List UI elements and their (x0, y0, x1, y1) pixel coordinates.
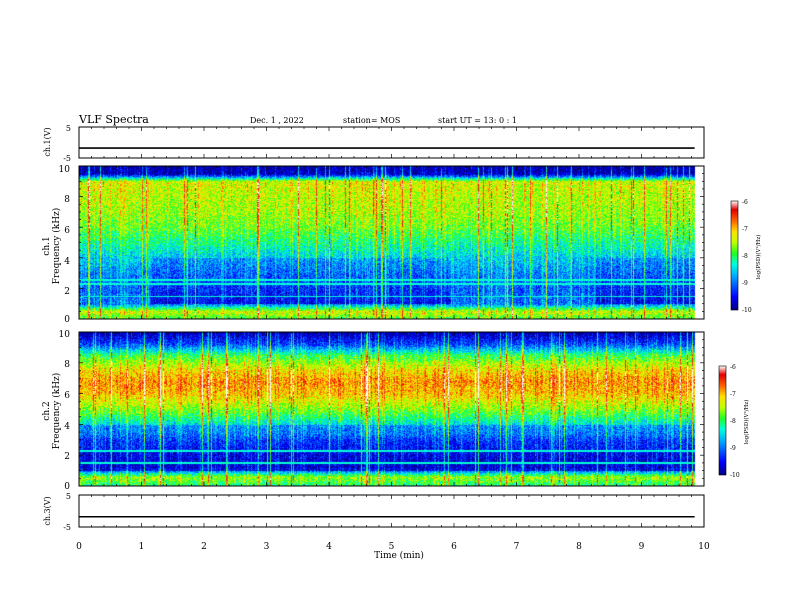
time-tick-label: 7 (514, 542, 520, 552)
ch2-spectrogram-panel: 0 2 4 6 8 10 ch.2 Frequency (kHz) -6 -7 … (42, 330, 750, 492)
ch1-freq-tick-0: 0 (64, 315, 70, 325)
ch1-waveform-panel: 5 -5 ch.1(V) (43, 124, 705, 163)
ch1-freq-tick-8: 8 (64, 195, 70, 205)
ch2-freq-tick-0: 0 (64, 482, 70, 492)
time-tick-label: 10 (698, 542, 710, 552)
time-axis-tick-labels: 0 1 2 3 4 5 6 7 8 9 10 (76, 542, 710, 552)
ch2-colorbar-tick-9: -9 (730, 445, 736, 452)
ch1-spectrogram-ylabel: ch.1 Frequency (kHz) (42, 208, 62, 285)
time-tick-label: 0 (76, 542, 82, 552)
ch2-freq-tick-8: 8 (64, 360, 70, 370)
ch1-ylabel-line1: ch.1 (42, 236, 52, 255)
ch1-colorbar-label: log(PSD)(V²/Hz) (755, 235, 762, 280)
ch1-colorbar-tick-10: -10 (742, 307, 752, 314)
ch2-freq-tick-10: 10 (59, 330, 71, 340)
ch1-colorbar-tick-6: -6 (742, 199, 748, 206)
start-time-label: start UT = 13: 0 : 1 (438, 116, 517, 125)
ch2-colorbar-tick-6: -6 (730, 364, 736, 371)
ch1-colorbar-tick-8: -8 (742, 253, 748, 260)
ch1-spectrogram-panel: 0 2 4 6 8 10 ch.1 Frequency (kHz) -6 -7 … (42, 165, 762, 325)
ch1-spectrogram-image (79, 166, 704, 319)
ch1-freq-tick-10: 10 (59, 165, 71, 175)
figure-title: VLF Spectra (78, 113, 149, 126)
time-tick-label: 9 (639, 542, 645, 552)
time-tick-label: 4 (326, 542, 332, 552)
time-tick-label: 5 (389, 542, 395, 552)
ch2-colorbar-tick-7: -7 (730, 391, 736, 398)
time-tick-label: 1 (139, 542, 145, 552)
ch3-waveform-panel: 5 -5 ch.3(V) (43, 492, 705, 532)
date-label: Dec. 1 , 2022 (250, 116, 304, 125)
time-tick-label: 6 (451, 542, 457, 552)
ch2-spectrogram-ylabel: ch.2 Frequency (kHz) (42, 373, 62, 450)
time-axis-label: Time (min) (374, 550, 424, 561)
ch2-freq-tick-2: 2 (64, 452, 70, 462)
ch2-colorbar-tick-10: -10 (730, 472, 740, 479)
time-tick-label: 3 (264, 542, 270, 552)
ch1-colorbar (730, 200, 739, 311)
ch2-freq-tick-6: 6 (64, 391, 70, 401)
ch3-ytick-bottom: -5 (63, 523, 71, 532)
ch1-waveform-frame (78, 126, 705, 159)
ch1-freq-ticks (78, 165, 705, 320)
ch1-freq-tick-6: 6 (64, 226, 70, 236)
time-tick-label: 2 (201, 542, 207, 552)
ch1-waveform-ylabel: ch.1(V) (43, 127, 52, 156)
ch1-colorbar-tick-9: -9 (742, 280, 748, 287)
ch2-freq-ticks (78, 331, 705, 487)
ch2-freq-tick-4: 4 (64, 422, 70, 432)
ch1-ytick-top: 5 (66, 124, 71, 133)
ch3-waveform-frame (78, 494, 705, 528)
ch3-ytick-top: 5 (66, 492, 71, 501)
ch3-waveform-ylabel: ch.3(V) (43, 496, 52, 525)
ch1-freq-tick-4: 4 (64, 257, 70, 267)
ch1-freq-tick-2: 2 (64, 287, 70, 297)
ch1-waveform-ticks (78, 127, 705, 158)
ch3-waveform-ticks (78, 495, 705, 527)
ch2-ylabel-line2: Frequency (kHz) (51, 373, 62, 450)
ch2-colorbar-label: log(PSD)(V²/Hz) (743, 400, 750, 445)
ch2-colorbar (718, 365, 727, 476)
ch1-ylabel-line2: Frequency (kHz) (51, 208, 62, 285)
ch2-ylabel-line1: ch.2 (42, 401, 52, 420)
ch1-colorbar-tick-7: -7 (742, 226, 748, 233)
ch2-colorbar-tick-8: -8 (730, 418, 736, 425)
time-tick-label: 8 (576, 542, 582, 552)
ch2-spectrogram-image (79, 332, 704, 486)
ch1-ytick-bottom: -5 (63, 154, 71, 163)
station-label: station= MOS (343, 116, 400, 125)
